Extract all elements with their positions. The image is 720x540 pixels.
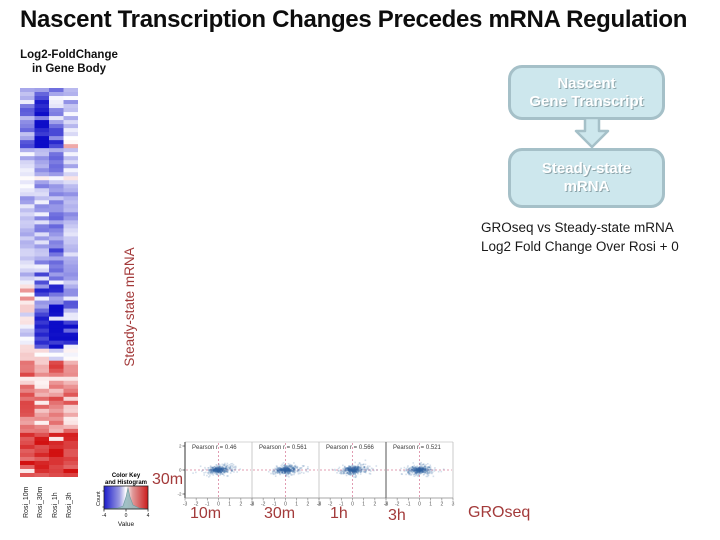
scatter-x-label-30m: 30m — [264, 505, 296, 522]
scatter-panels-canvas — [174, 436, 465, 506]
heatmap-canvas — [20, 88, 78, 477]
down-arrow-icon — [574, 118, 610, 148]
scatter-x-label-10m: 10m — [190, 505, 222, 522]
heatmap-col-label-rosi-3h: Rosi_3h — [66, 492, 73, 518]
flow-box-steady-state-mrna: Steady-state mRNA — [508, 148, 665, 208]
heatmap-col-label-rosi-30m: Rosi_30m — [37, 486, 44, 518]
heatmap-col-label-rosi-10m: Rosi_10m — [23, 486, 30, 518]
scatter-x-label-3h: 3h — [388, 507, 406, 524]
scatter-y-axis-label: Steady-state mRNA — [122, 247, 137, 367]
heatmap-title: Log2-FoldChange in Gene Body — [20, 49, 118, 75]
scatter-caption: GROseq vs Steady-state mRNA Log2 Fold Ch… — [481, 220, 679, 254]
scatter-x-axis-name: GROseq — [468, 504, 531, 521]
scatter-x-label-1h: 1h — [330, 505, 348, 522]
slide-title: Nascent Transcription Changes Precedes m… — [20, 6, 688, 33]
color-key-legend — [96, 469, 152, 533]
heatmap-col-label-rosi-1h: Rosi_1h — [52, 492, 59, 518]
flow-box-nascent-gene-transcript: Nascent Gene Transcript — [508, 65, 665, 120]
